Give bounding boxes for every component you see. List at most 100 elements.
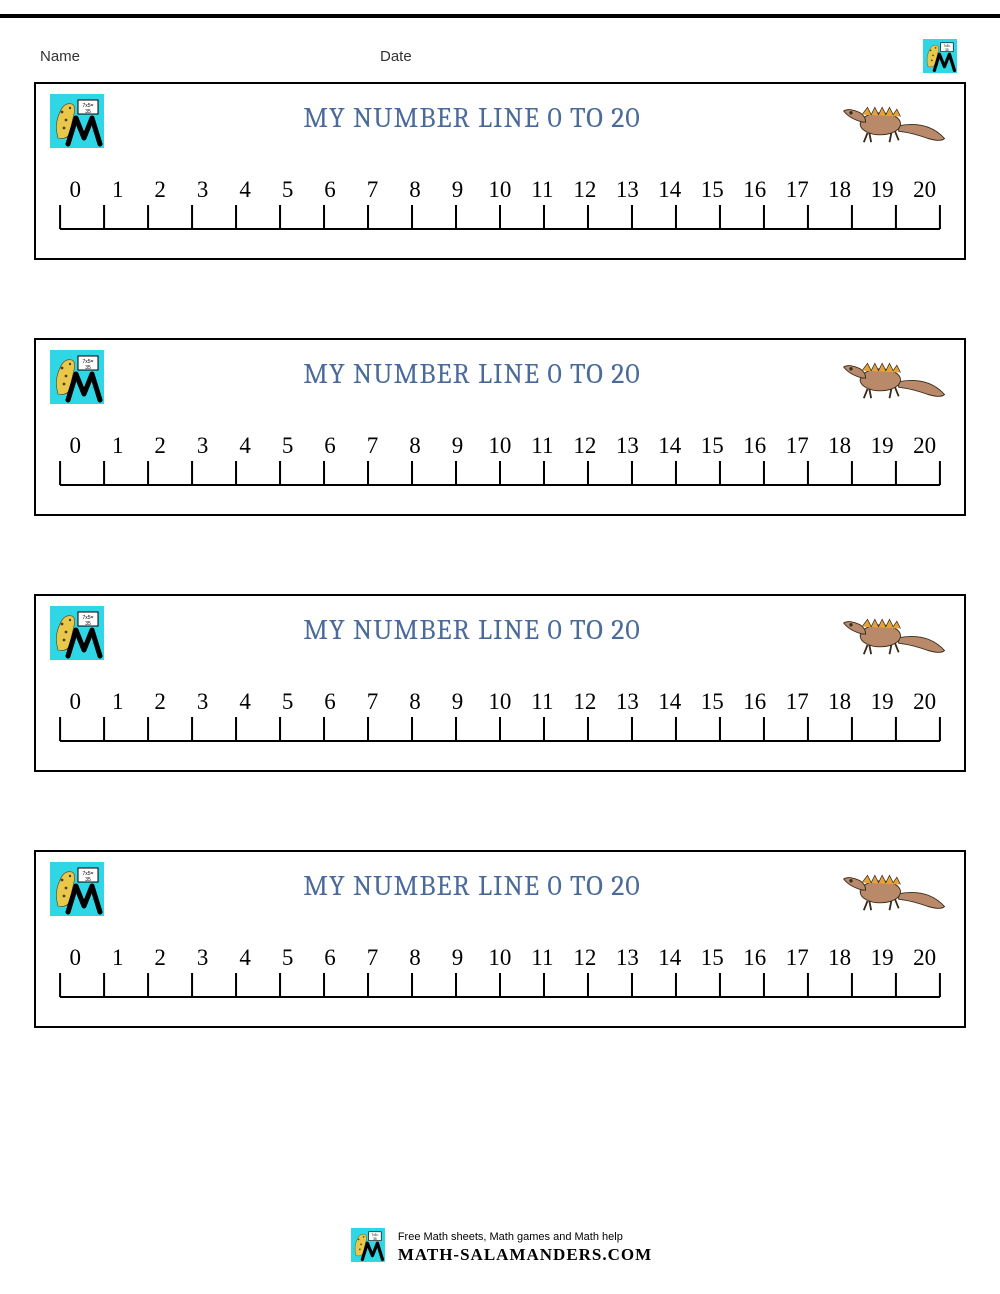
svg-text:35: 35 [945,48,949,52]
number-label: 11 [521,946,563,969]
card-header: 7x5= 35 MY NUMBER LINE 0 TO 20 [50,862,950,922]
number-label: 7 [351,946,393,969]
number-label: 6 [309,178,351,201]
salamander-icon [840,606,950,662]
number-label: 1 [96,434,138,457]
number-label: 13 [606,946,648,969]
card-title: MY NUMBER LINE 0 TO 20 [104,94,840,134]
number-line-ticks [54,461,946,500]
card-header: 7x5= 35 MY NUMBER LINE 0 TO 20 [50,94,950,154]
number-label: 17 [776,690,818,713]
number-line-ticks [54,973,946,1012]
number-label: 11 [521,434,563,457]
number-label: 20 [903,946,945,969]
number-label: 20 [903,690,945,713]
number-label: 13 [606,178,648,201]
number-label: 18 [818,690,860,713]
number-line-card: 7x5= 35 MY NUMBER LINE 0 TO 20 012345678… [34,82,966,260]
number-label: 9 [436,690,478,713]
number-label: 15 [691,690,733,713]
number-line-ruler [54,205,946,239]
number-label: 6 [309,690,351,713]
number-line: 01234567891011121314151617181920 [54,178,946,244]
number-label: 10 [479,178,521,201]
worksheet-header: Name Date 7x5= 35 [40,36,960,76]
number-label: 12 [564,178,606,201]
math-salamanders-logo-icon: 7x5= 35 [50,862,104,916]
number-label: 13 [606,690,648,713]
number-line: 01234567891011121314151617181920 [54,434,946,500]
card-header: 7x5= 35 MY NUMBER LINE 0 TO 20 [50,350,950,410]
number-label: 18 [818,178,860,201]
number-line-labels: 01234567891011121314151617181920 [54,690,946,713]
number-label: 16 [734,434,776,457]
number-label: 19 [861,946,903,969]
number-label: 6 [309,434,351,457]
number-label: 19 [861,434,903,457]
number-label: 14 [649,946,691,969]
svg-text:35: 35 [373,1237,377,1241]
number-label: 16 [734,178,776,201]
math-salamanders-logo-icon: 7x5= 35 [348,1228,388,1262]
number-label: 17 [776,178,818,201]
number-label: 3 [181,946,223,969]
card-title: MY NUMBER LINE 0 TO 20 [104,606,840,646]
number-label: 16 [734,946,776,969]
number-label: 10 [479,434,521,457]
number-label: 19 [861,178,903,201]
number-label: 5 [266,946,308,969]
number-label: 4 [224,690,266,713]
date-label: Date [380,48,920,65]
number-line-ruler [54,973,946,1007]
number-label: 11 [521,690,563,713]
card-logo-icon: 7x5= 35 [50,94,104,148]
card-title: MY NUMBER LINE 0 TO 20 [104,862,840,902]
number-label: 5 [266,178,308,201]
number-label: 19 [861,690,903,713]
card-salamander-icon [840,94,950,150]
salamander-icon [840,94,950,150]
footer-logo-icon: 7x5= 35 [348,1228,390,1268]
number-label: 0 [54,946,96,969]
number-label: 13 [606,434,648,457]
footer-text: Free Math sheets, Math games and Math he… [398,1230,652,1266]
number-line-ticks [54,205,946,244]
number-label: 3 [181,178,223,201]
number-label: 2 [139,178,181,201]
card-title: MY NUMBER LINE 0 TO 20 [104,350,840,390]
number-line-labels: 01234567891011121314151617181920 [54,946,946,969]
number-label: 7 [351,690,393,713]
math-salamanders-logo-icon: 7x5= 35 [920,39,960,73]
number-label: 17 [776,434,818,457]
number-label: 8 [394,946,436,969]
number-label: 12 [564,690,606,713]
number-label: 14 [649,690,691,713]
card-salamander-icon [840,606,950,662]
number-line-ruler [54,717,946,751]
number-line-card: 7x5= 35 MY NUMBER LINE 0 TO 20 012345678… [34,338,966,516]
number-label: 4 [224,946,266,969]
number-line-labels: 01234567891011121314151617181920 [54,178,946,201]
number-label: 7 [351,178,393,201]
card-header: 7x5= 35 MY NUMBER LINE 0 TO 20 [50,606,950,666]
cards-container: 7x5= 35 MY NUMBER LINE 0 TO 20 012345678… [34,82,966,1106]
number-label: 17 [776,946,818,969]
card-logo-icon: 7x5= 35 [50,350,104,404]
number-label: 15 [691,946,733,969]
number-label: 7 [351,434,393,457]
number-label: 1 [96,178,138,201]
footer-brand: MATH-SALAMANDERS.COM [398,1244,652,1266]
number-label: 14 [649,434,691,457]
number-label: 14 [649,178,691,201]
number-label: 15 [691,434,733,457]
number-label: 8 [394,690,436,713]
salamander-icon [840,862,950,918]
svg-text:35: 35 [85,365,91,371]
number-label: 5 [266,434,308,457]
number-label: 16 [734,690,776,713]
number-label: 1 [96,946,138,969]
number-line-ruler [54,461,946,495]
number-label: 11 [521,178,563,201]
number-line-card: 7x5= 35 MY NUMBER LINE 0 TO 20 012345678… [34,594,966,772]
math-salamanders-logo-icon: 7x5= 35 [50,606,104,660]
